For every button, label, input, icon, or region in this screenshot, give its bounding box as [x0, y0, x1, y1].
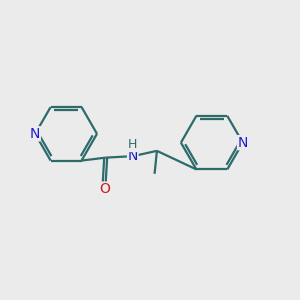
Text: N: N: [128, 149, 138, 163]
Text: H: H: [128, 139, 137, 152]
Text: N: N: [30, 127, 40, 141]
Text: N: N: [238, 136, 248, 150]
Text: O: O: [99, 182, 110, 196]
